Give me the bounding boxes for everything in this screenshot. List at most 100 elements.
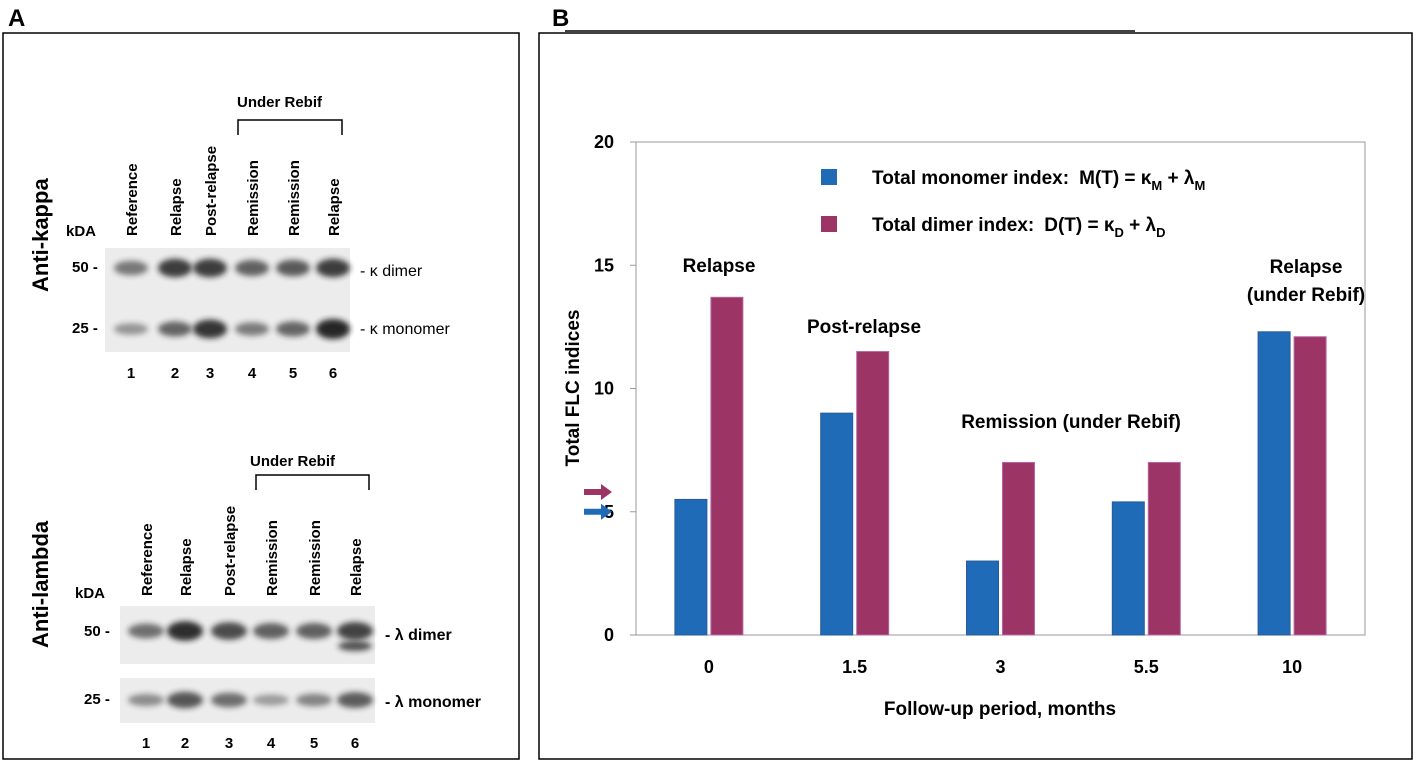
lambda-bracket (255, 474, 370, 490)
lambda-monomer-band-4 (253, 694, 289, 706)
kappa-lane-label-4: Remission (245, 160, 262, 236)
panel-a-letter: A (8, 5, 25, 32)
lambda-lane-label-1: Reference (139, 523, 156, 596)
y-tick-label-10: 10 (594, 379, 614, 399)
kappa-lane-label-1: Reference (124, 163, 141, 236)
kappa-dimer-band-5 (276, 259, 310, 277)
panel-b-frame (538, 32, 1413, 760)
lambda-lane-label-5: Remission (307, 520, 324, 596)
lambda-marker-25: 25 - (84, 691, 110, 708)
monomer-bar-3 (966, 560, 999, 636)
lambda-blot: Anti-lambda Under Rebif kDA Reference Rel… (28, 453, 481, 752)
flc-bar-chart: 05101520 01.535.510 Total FLC indices Fo… (563, 132, 1366, 720)
kappa-dimer-band-2 (158, 258, 192, 278)
annotation-relapse-rebif: Relapse (1270, 257, 1343, 278)
dimer-bar-5.5 (1147, 461, 1181, 636)
annotation-under-rebif: (under Rebif) (1247, 285, 1365, 306)
x-tick-label-3: 3 (995, 657, 1005, 677)
lambda-dimer-band-5 (296, 623, 332, 639)
monomer-reference-arrow-icon (584, 503, 612, 520)
kappa-monomer-label: - κ monomer (360, 321, 450, 338)
lambda-blot-dimer-membrane (120, 606, 375, 664)
lambda-monomer-band-5 (296, 693, 332, 707)
legend-label-monomer: Total monomer index: M(T) = κM + λM (872, 168, 1205, 193)
y-tick-label-15: 15 (594, 255, 614, 275)
lambda-monomer-label: - λ monomer (385, 694, 481, 711)
kappa-monomer-band-3 (193, 319, 227, 339)
kappa-lane-number-6: 6 (329, 365, 337, 382)
monomer-bar-5.5 (1111, 501, 1145, 636)
annotation-remission: Remission (under Rebif) (961, 412, 1181, 433)
dimer-bar-0 (710, 296, 744, 636)
lambda-lane-label-6: Relapse (348, 538, 365, 596)
lambda-title: Anti-lambda (28, 520, 53, 648)
kappa-monomer-band-2 (158, 321, 192, 337)
y-axis-title: Total FLC indices (563, 310, 584, 467)
lambda-marker-50: 50 - (84, 623, 110, 640)
kappa-monomer-band-6 (316, 319, 350, 339)
kappa-monomer-band-5 (276, 321, 310, 337)
kappa-dimer-label: - κ dimer (360, 263, 423, 280)
lambda-dimer-band-6-lower (338, 641, 372, 651)
dimer-bar-3 (1002, 461, 1035, 636)
kappa-lane-number-4: 4 (248, 365, 257, 382)
lambda-lane-number-3: 3 (225, 735, 233, 752)
kappa-lane-number-5: 5 (289, 365, 297, 382)
legend-label-dimer: Total dimer index: D(T) = κD + λD (872, 215, 1165, 240)
kappa-dimer-band-4 (235, 260, 269, 276)
legend-swatch-monomer (821, 169, 837, 185)
monomer-bar-1.5 (820, 412, 854, 636)
x-axis-title: Follow-up period, months (884, 699, 1116, 720)
kappa-marker-50: 50 - (72, 259, 98, 276)
lambda-lane-number-5: 5 (310, 735, 318, 752)
lambda-lane-number-1: 1 (142, 735, 150, 752)
lambda-lane-label-2: Relapse (178, 538, 195, 596)
monomer-bar-10 (1257, 331, 1291, 636)
kappa-title: Anti-kappa (28, 178, 53, 292)
legend: Total monomer index: M(T) = κM + λM Total… (821, 168, 1205, 240)
kappa-monomer-band-1 (114, 323, 148, 335)
x-tick-label-0: 0 (704, 657, 714, 677)
kappa-lane-label-3: Post-relapse (203, 146, 220, 236)
lambda-lane-label-3: Post-relapse (222, 506, 239, 596)
dimer-reference-arrow-icon (584, 484, 612, 501)
kappa-monomer-band-4 (235, 322, 269, 336)
kappa-lane-number-2: 2 (171, 365, 179, 382)
kappa-dimer-band-1 (114, 260, 148, 276)
legend-swatch-dimer (821, 216, 837, 232)
lambda-dimer-band-6 (337, 622, 373, 640)
kappa-dimer-band-3 (193, 258, 227, 278)
kappa-lane-number-1: 1 (127, 365, 135, 382)
lambda-monomer-band-2 (167, 691, 203, 709)
lambda-bracket-label: Under Rebif (250, 453, 336, 470)
lambda-lane-label-4: Remission (264, 520, 281, 596)
lambda-lane-number-6: 6 (351, 735, 359, 752)
lambda-dimer-label: - λ dimer (385, 627, 452, 644)
lambda-monomer-band-1 (128, 693, 164, 707)
x-tick-label-5.5: 5.5 (1134, 657, 1159, 677)
lambda-monomer-band-3 (211, 692, 247, 708)
annotation-post-relapse: Post-relapse (807, 317, 921, 338)
annotation-relapse: Relapse (683, 256, 756, 277)
lambda-lane-number-2: 2 (181, 735, 189, 752)
kappa-lane-label-2: Relapse (168, 178, 185, 236)
monomer-bar-0 (674, 498, 708, 636)
dimer-bar-1.5 (856, 351, 890, 636)
kappa-blot: Anti-kappa Under Rebif kDA Reference Rela… (28, 94, 450, 382)
panel-a-frame (2, 32, 520, 760)
kappa-bracket-label: Under Rebif (237, 94, 323, 111)
kappa-dimer-band-6 (316, 258, 350, 278)
y-tick-label-0: 0 (604, 625, 614, 645)
x-tick-label-1.5: 1.5 (842, 657, 867, 677)
lambda-dimer-band-3 (211, 622, 247, 640)
y-tick-label-20: 20 (594, 132, 614, 152)
lambda-dimer-band-4 (253, 623, 289, 639)
lambda-lane-number-4: 4 (267, 735, 276, 752)
kappa-lane-label-5: Remission (286, 160, 303, 236)
kappa-lane-label-6: Relapse (326, 178, 343, 236)
lambda-dimer-band-1 (128, 623, 164, 639)
kappa-bracket (237, 119, 343, 135)
lambda-kda-label: kDA (75, 585, 105, 602)
lambda-monomer-band-6 (337, 692, 373, 708)
